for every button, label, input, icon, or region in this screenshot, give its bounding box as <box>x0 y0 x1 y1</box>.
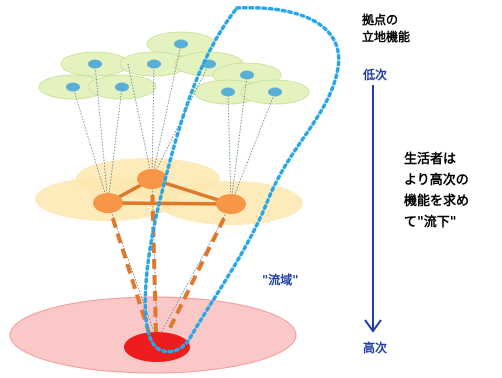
top-node-7 <box>240 70 254 80</box>
residents-note: 生活者は より高次の 機能を求め て"流下" <box>404 149 469 233</box>
top-node-1 <box>174 39 188 49</box>
mid-node-top <box>137 169 167 189</box>
axis-low-label: 低次 <box>363 68 388 82</box>
top-node-8 <box>221 87 235 97</box>
note-line-2: より高次の <box>404 173 469 188</box>
watershed-label: "流域" <box>262 273 299 287</box>
watershed-outline <box>143 5 341 354</box>
mid-node-left <box>93 193 123 213</box>
mid-to-bottom-links <box>106 178 233 337</box>
top-node-5 <box>66 82 80 92</box>
hierarchy-arrow-head <box>364 319 382 333</box>
title-line-2: 立地機能 <box>362 30 411 44</box>
mid-node-right <box>216 194 246 214</box>
title-line-1: 拠点の <box>362 13 399 27</box>
note-line-3: 機能を求め <box>404 194 470 209</box>
note-line-4: て"流下" <box>404 215 457 230</box>
top-node-9 <box>268 87 282 97</box>
axis-high-label: 高次 <box>363 341 388 355</box>
note-line-1: 生活者は <box>404 152 457 167</box>
top-node-3 <box>147 59 161 69</box>
top-node-2 <box>88 59 102 69</box>
top-node-6 <box>115 82 129 92</box>
hub-function-title: 拠点の 立地機能 <box>362 12 410 46</box>
